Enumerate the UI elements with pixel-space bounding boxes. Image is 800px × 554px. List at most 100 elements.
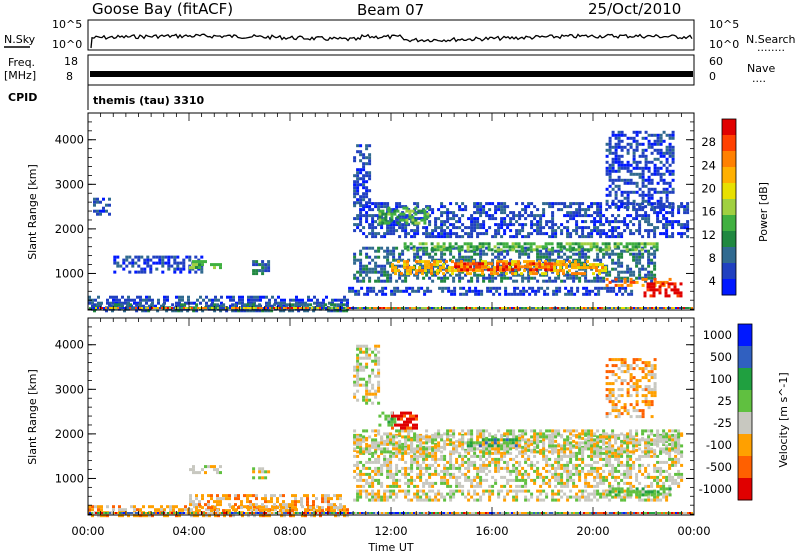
velocity-cell bbox=[662, 484, 666, 488]
power-cell bbox=[469, 245, 473, 249]
velocity-cell bbox=[291, 506, 294, 510]
power-cell bbox=[390, 212, 394, 216]
velocity-cell bbox=[106, 505, 109, 509]
power-cell bbox=[403, 245, 407, 249]
power-cell bbox=[528, 286, 532, 290]
power-cell bbox=[544, 265, 548, 269]
power-cell bbox=[530, 223, 534, 227]
power-cell bbox=[550, 265, 554, 269]
power-cell bbox=[431, 255, 435, 259]
power-cell bbox=[261, 260, 265, 264]
power-cell bbox=[477, 292, 481, 296]
power-cell bbox=[365, 201, 369, 205]
power-cell bbox=[611, 181, 615, 185]
power-cell bbox=[401, 249, 405, 253]
power-cell bbox=[362, 232, 366, 236]
power-cell bbox=[127, 295, 130, 299]
power-cell bbox=[617, 178, 621, 182]
power-cell bbox=[138, 303, 142, 307]
power-cell bbox=[365, 264, 369, 268]
velocity-cell bbox=[288, 509, 291, 513]
power-cell bbox=[641, 190, 645, 194]
velocity-cell bbox=[605, 475, 609, 479]
velocity-cell bbox=[374, 457, 378, 461]
power-cell bbox=[195, 266, 198, 270]
power-cell bbox=[120, 303, 123, 307]
power-cell bbox=[567, 292, 571, 296]
power-cell bbox=[362, 174, 366, 178]
power-cell bbox=[629, 181, 633, 185]
power-cell bbox=[365, 205, 369, 209]
power-cell bbox=[267, 309, 271, 313]
power-cell bbox=[581, 208, 585, 212]
power-cell bbox=[470, 255, 474, 259]
power-cell bbox=[629, 202, 633, 206]
nsearch-legend: ........ bbox=[757, 41, 785, 54]
power-cell bbox=[578, 202, 582, 206]
power-cell bbox=[635, 160, 639, 164]
power-cell bbox=[586, 248, 590, 252]
power-cell bbox=[413, 255, 417, 259]
power-cell bbox=[416, 261, 420, 265]
velocity-cell bbox=[443, 442, 447, 446]
power-cell bbox=[164, 261, 168, 265]
velocity-cell bbox=[662, 475, 666, 479]
power-ground-cell bbox=[211, 307, 213, 309]
power-cell bbox=[413, 235, 417, 239]
velocity-cell bbox=[327, 500, 330, 504]
power-cell bbox=[362, 168, 366, 172]
power-cell bbox=[578, 208, 582, 212]
power-cell bbox=[200, 267, 204, 271]
power-cell bbox=[515, 249, 519, 253]
power-cell bbox=[533, 205, 537, 209]
power-cell bbox=[421, 272, 424, 276]
power-cell bbox=[683, 223, 687, 227]
power-cell bbox=[515, 235, 519, 239]
velocity-cell bbox=[623, 472, 627, 476]
power-cell bbox=[411, 286, 415, 290]
power-cell bbox=[647, 145, 651, 149]
velocity-cell bbox=[431, 457, 435, 461]
power-cell bbox=[542, 208, 546, 212]
power-cell bbox=[167, 258, 171, 262]
power-cell bbox=[365, 144, 369, 148]
velocity-cell bbox=[557, 451, 561, 455]
velocity-cell bbox=[650, 454, 654, 458]
power-cell bbox=[443, 258, 447, 262]
power-cell bbox=[629, 270, 633, 274]
velocity-cell bbox=[590, 457, 594, 461]
power-cell bbox=[175, 301, 178, 305]
velocity-cell bbox=[494, 466, 498, 470]
power-cell bbox=[478, 242, 482, 246]
power-cell bbox=[353, 156, 357, 160]
power-ground-cell bbox=[471, 307, 473, 309]
power-cell bbox=[500, 217, 504, 221]
power-cell bbox=[641, 199, 645, 203]
power-cell bbox=[671, 211, 675, 215]
power-cell bbox=[647, 270, 651, 274]
power-cell bbox=[542, 202, 546, 206]
power-cell bbox=[653, 229, 657, 233]
power-cell bbox=[578, 235, 582, 239]
power-cell bbox=[475, 265, 479, 269]
power-cell bbox=[398, 276, 402, 280]
power-cell bbox=[466, 268, 470, 272]
velocity-cell bbox=[659, 466, 663, 470]
power-cell bbox=[671, 223, 675, 227]
power-cell bbox=[371, 232, 375, 236]
power-ground-cell bbox=[249, 307, 251, 309]
power-cell bbox=[365, 217, 369, 221]
power-cell bbox=[632, 258, 636, 262]
power-cell bbox=[424, 263, 427, 267]
power-cell bbox=[425, 235, 429, 239]
power-cell bbox=[638, 255, 642, 259]
power-cell bbox=[506, 226, 510, 230]
power-cell bbox=[205, 301, 208, 305]
power-cell bbox=[306, 309, 310, 313]
power-cell bbox=[671, 157, 675, 161]
velocity-cell bbox=[560, 457, 564, 461]
velocity-cell bbox=[321, 494, 324, 498]
velocity-cell bbox=[246, 500, 249, 504]
power-cell bbox=[130, 298, 133, 302]
power-cell bbox=[620, 252, 624, 256]
